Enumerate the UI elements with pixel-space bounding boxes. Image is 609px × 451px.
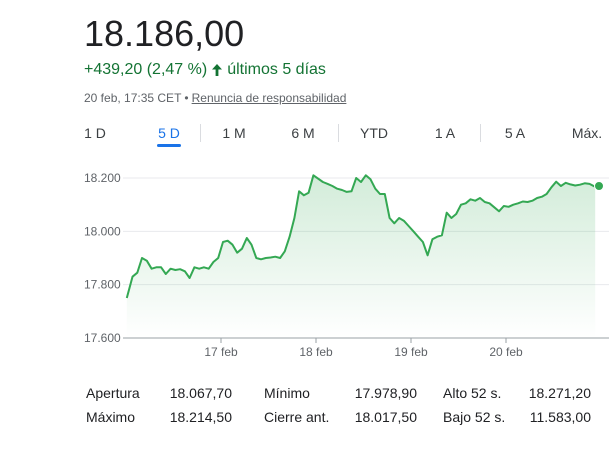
tab-ytd[interactable]: YTD	[360, 125, 388, 141]
stat-value: 18.214,50	[169, 409, 232, 425]
quote-meta: 20 feb, 17:35 CET • Renuncia de responsabi…	[84, 90, 346, 106]
tab-5-a[interactable]: 5 A	[504, 125, 526, 141]
tab-6-m[interactable]: 6 M	[291, 125, 315, 141]
price-line	[125, 174, 596, 299]
stats-table: Apertura 18.067,70 Mínimo 17.978,90 Alto 52 …	[86, 381, 606, 429]
tab-divider	[338, 124, 339, 142]
tab-divider	[200, 124, 201, 142]
y-tick-label: 18.000	[84, 224, 121, 238]
stat-label: Bajo 52 s.	[443, 409, 506, 425]
range-tabs: 1 D 5 D 1 M 6 M YTD 1 A 5 A Máx.	[70, 118, 609, 148]
tab-m-x[interactable]: Máx.	[571, 125, 603, 141]
y-tick-label: 17.800	[84, 278, 121, 292]
stats-row: Apertura 18.067,70 Mínimo 17.978,90 Alto 52 …	[86, 381, 606, 405]
price-area-fill	[126, 175, 596, 338]
current-price-dot[interactable]	[594, 181, 604, 191]
price-chart: 18.200 18.000 17.800 17.600 17 feb 18 feb 19 …	[84, 171, 609, 359]
arrow-up-icon	[212, 64, 223, 76]
meta-separator: •	[184, 91, 189, 105]
tab-1-m[interactable]: 1 M	[222, 125, 246, 141]
x-tick-label: 19 feb	[394, 345, 428, 359]
y-tick-label: 18.200	[84, 171, 121, 185]
stats-row: Máximo 18.214,50 Cierre ant. 18.017,50 Bajo …	[86, 405, 606, 429]
change-period: últimos 5 días	[227, 61, 326, 78]
stat-value: 18.017,50	[354, 409, 417, 425]
price-change: +439,20 (2,47 %) últimos 5 días	[84, 60, 326, 80]
tab-1-a[interactable]: 1 A	[434, 125, 456, 141]
stat-label: Alto 52 s.	[443, 385, 502, 401]
timestamp: 20 feb, 17:35 CET	[84, 91, 182, 105]
stat-value: 18.067,70	[169, 385, 232, 401]
x-tick-label: 18 feb	[299, 345, 333, 359]
change-value: +439,20 (2,47 %)	[84, 61, 208, 78]
disclaimer-link[interactable]: Renuncia de responsabilidad	[191, 91, 347, 105]
stat-label: Apertura	[86, 385, 140, 401]
active-tab-indicator	[157, 144, 181, 147]
current-price: 18.186,00	[84, 13, 245, 54]
y-tick-label: 17.600	[84, 331, 121, 345]
stat-label: Cierre ant.	[264, 409, 330, 425]
tab-5-d[interactable]: 5 D	[158, 125, 180, 141]
tab-divider	[480, 124, 481, 142]
x-tick-label: 20 feb	[489, 345, 523, 359]
stat-value: 11.583,00	[529, 409, 591, 425]
tab-1-d[interactable]: 1 D	[84, 125, 106, 141]
stat-label: Máximo	[86, 409, 136, 425]
x-tick-label: 17 feb	[204, 345, 238, 359]
stat-value: 17.978,90	[354, 385, 417, 401]
stat-value: 18.271,20	[528, 385, 591, 401]
stat-label: Mínimo	[264, 385, 310, 401]
